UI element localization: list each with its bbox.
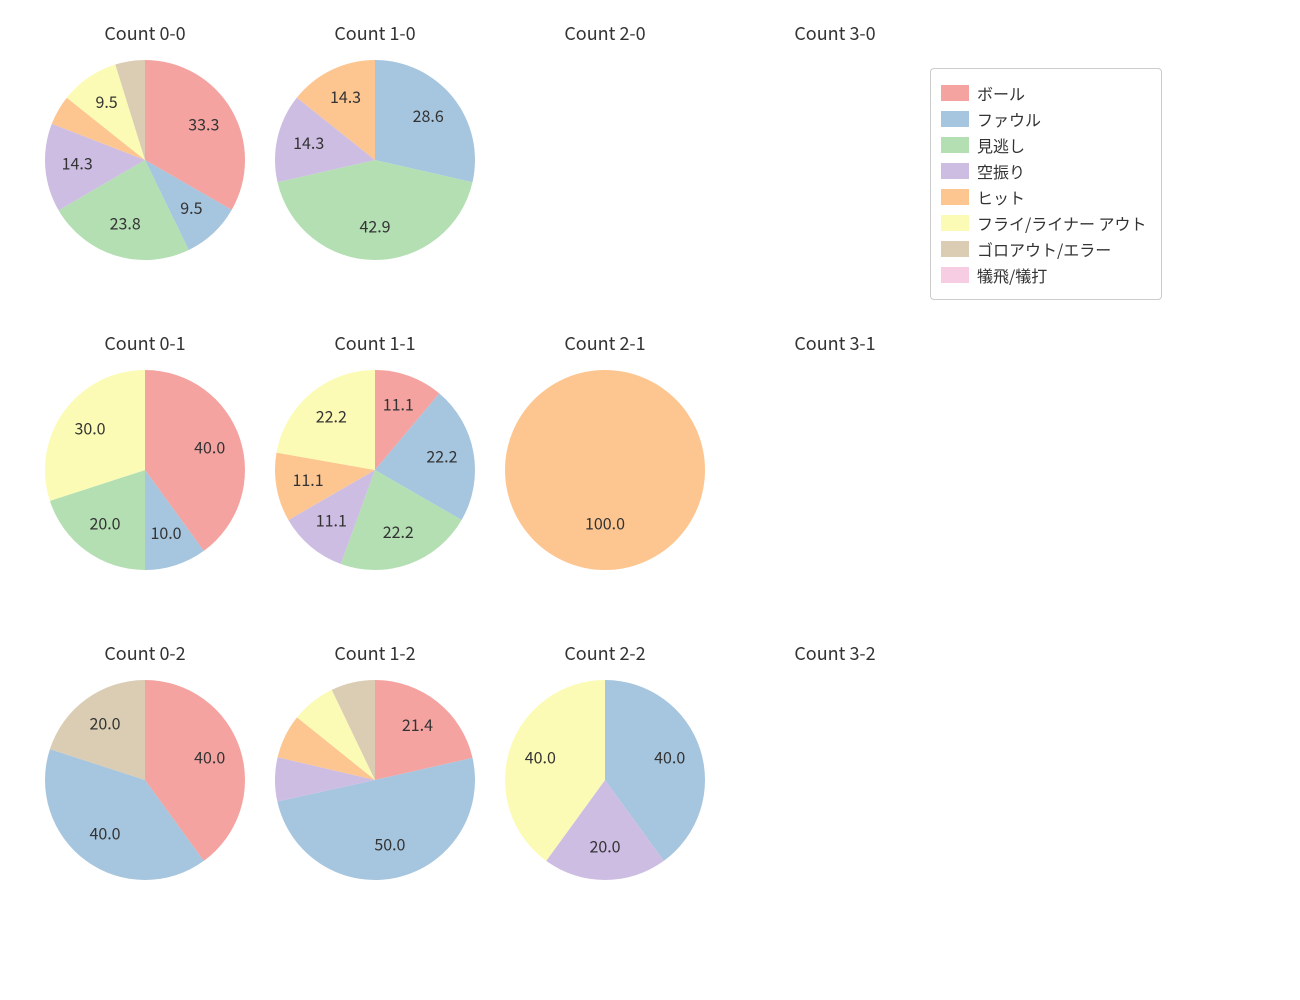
slice-label: 14.3 xyxy=(62,151,93,175)
legend-swatch xyxy=(941,241,969,257)
pie-svg: 40.0 40.0 20.0 xyxy=(45,680,245,880)
pie-svg: 11.1 22.2 22.2 11.1 11.1 22.2 xyxy=(275,370,475,570)
slice-label: 33.3 xyxy=(188,111,219,135)
legend-swatch xyxy=(941,215,969,231)
legend-swatch xyxy=(941,85,969,101)
pie-svg: 21.4 50.0 xyxy=(275,680,475,880)
slice-label: 21.4 xyxy=(402,712,433,736)
slice-label: 22.2 xyxy=(316,403,347,427)
chart-title: Count 0-2 xyxy=(30,640,260,666)
slice-label: 11.1 xyxy=(292,467,323,491)
slice-label: 22.2 xyxy=(383,519,414,543)
chart-title: Count 2-0 xyxy=(490,20,720,46)
chart-title: Count 1-2 xyxy=(260,640,490,666)
legend-label: 見逃し xyxy=(977,133,1025,157)
legend-item: ボール xyxy=(941,81,1147,105)
slice-label: 40.0 xyxy=(194,744,225,768)
slice-label: 42.9 xyxy=(359,213,390,237)
legend-swatch xyxy=(941,111,969,127)
slice-label: 9.5 xyxy=(180,195,202,219)
pie-slice xyxy=(505,370,705,570)
pie-chart: Count 1-1 11.1 22.2 22.2 11.1 11.1 22.2 xyxy=(260,330,490,610)
legend-item: ゴロアウト/エラー xyxy=(941,237,1147,261)
pie-chart: Count 0-0 33.3 9.5 23.8 14.3 9.5 xyxy=(30,20,260,300)
legend-label: ファウル xyxy=(977,107,1041,131)
chart-title: Count 1-1 xyxy=(260,330,490,356)
legend-label: フライ/ライナー アウト xyxy=(977,211,1147,235)
slice-label: 20.0 xyxy=(89,510,120,534)
slice-label: 23.8 xyxy=(110,210,141,234)
slice-label: 50.0 xyxy=(374,832,405,856)
chart-title: Count 3-1 xyxy=(720,330,950,356)
pie-chart: Count 0-2 40.0 40.0 20.0 xyxy=(30,640,260,920)
chart-title: Count 2-2 xyxy=(490,640,720,666)
slice-label: 20.0 xyxy=(89,710,120,734)
slice-label: 10.0 xyxy=(150,520,181,544)
slice-label: 40.0 xyxy=(194,434,225,458)
pie-svg: 40.0 10.0 20.0 30.0 xyxy=(45,370,245,570)
slice-label: 28.6 xyxy=(413,103,444,127)
slice-label: 40.0 xyxy=(89,820,120,844)
pie-svg: 100.0 xyxy=(505,370,705,570)
chart-grid: Count 0-0 33.3 9.5 23.8 14.3 9.5 Count 1-0 28.6… xyxy=(0,0,1300,1000)
legend: ボールファウル見逃し空振りヒットフライ/ライナー アウトゴロアウト/エラー犠飛/… xyxy=(930,68,1162,300)
pie-chart: Count 1-2 21.4 50.0 xyxy=(260,640,490,920)
legend-label: ボール xyxy=(977,81,1025,105)
legend-item: 見逃し xyxy=(941,133,1147,157)
pie-chart: Count 2-1 100.0 xyxy=(490,330,720,610)
pie-svg: 40.0 20.0 40.0 xyxy=(505,680,705,880)
slice-label: 14.3 xyxy=(293,130,324,154)
chart-title: Count 1-0 xyxy=(260,20,490,46)
slice-label: 40.0 xyxy=(525,744,556,768)
pie-svg: 33.3 9.5 23.8 14.3 9.5 xyxy=(45,60,245,260)
legend-label: 犠飛/犠打 xyxy=(977,263,1047,287)
slice-label: 14.3 xyxy=(330,84,361,108)
pie-chart: Count 3-2 xyxy=(720,640,950,920)
slice-label: 9.5 xyxy=(95,89,117,113)
slice-label: 22.2 xyxy=(426,444,457,468)
chart-title: Count 2-1 xyxy=(490,330,720,356)
slice-label: 40.0 xyxy=(654,744,685,768)
chart-title: Count 0-0 xyxy=(30,20,260,46)
chart-title: Count 3-0 xyxy=(720,20,950,46)
slice-label: 30.0 xyxy=(74,415,105,439)
legend-swatch xyxy=(941,267,969,283)
slice-label: 100.0 xyxy=(585,510,625,534)
legend-label: 空振り xyxy=(977,159,1025,183)
legend-label: ゴロアウト/エラー xyxy=(977,237,1111,261)
pie-chart: Count 2-0 xyxy=(490,20,720,300)
legend-item: ファウル xyxy=(941,107,1147,131)
legend-label: ヒット xyxy=(977,185,1025,209)
chart-title: Count 0-1 xyxy=(30,330,260,356)
legend-swatch xyxy=(941,189,969,205)
legend-item: フライ/ライナー アウト xyxy=(941,211,1147,235)
legend-item: 空振り xyxy=(941,159,1147,183)
pie-chart: Count 0-1 40.0 10.0 20.0 30.0 xyxy=(30,330,260,610)
pie-chart: Count 2-2 40.0 20.0 40.0 xyxy=(490,640,720,920)
slice-label: 20.0 xyxy=(589,833,620,857)
chart-title: Count 3-2 xyxy=(720,640,950,666)
pie-chart: Count 3-1 xyxy=(720,330,950,610)
pie-chart: Count 3-0 xyxy=(720,20,950,300)
legend-swatch xyxy=(941,163,969,179)
pie-svg: 28.6 42.9 14.314.3 xyxy=(275,60,475,260)
legend-item: ヒット xyxy=(941,185,1147,209)
slice-label: 11.1 xyxy=(383,391,414,415)
legend-item: 犠飛/犠打 xyxy=(941,263,1147,287)
legend-swatch xyxy=(941,137,969,153)
pie-chart: Count 1-0 28.6 42.9 14.314.3 xyxy=(260,20,490,300)
slice-label: 11.1 xyxy=(316,507,347,531)
